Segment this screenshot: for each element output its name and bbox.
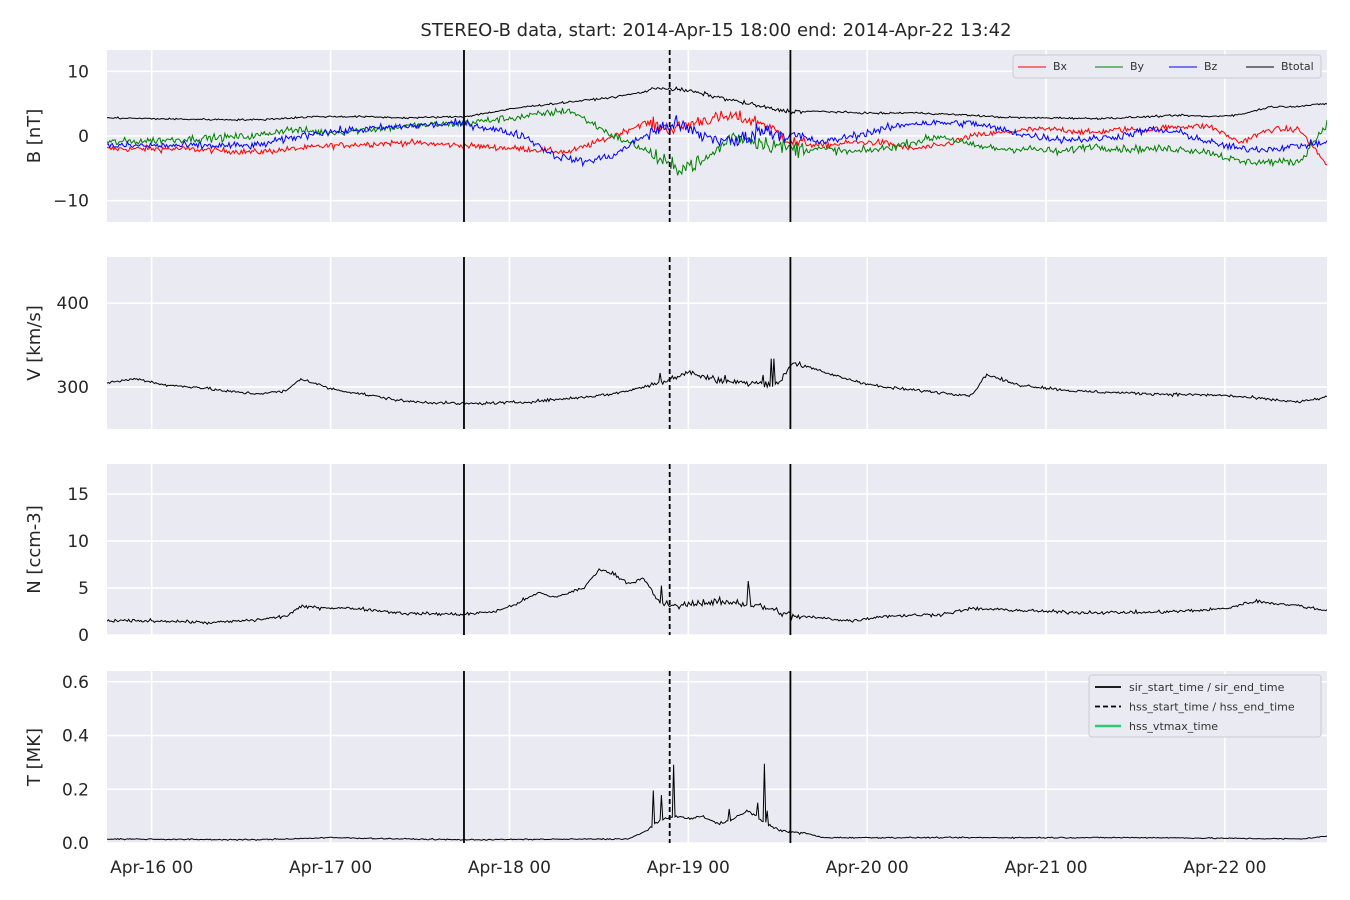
y-axis-label: B [nT] bbox=[24, 109, 45, 164]
x-tick-label: Apr-20 00 bbox=[826, 858, 909, 878]
y-axis-label: T [MK] bbox=[24, 728, 45, 787]
series-line-n bbox=[107, 568, 1327, 625]
y-tick-label: 300 bbox=[57, 378, 89, 398]
x-tick-label: Apr-17 00 bbox=[289, 858, 372, 878]
x-tick-label: Apr-16 00 bbox=[110, 858, 193, 878]
series-line-by bbox=[107, 107, 1327, 176]
y-tick-label: −10 bbox=[53, 192, 89, 212]
panels: 10 0 −10 B [nT] Bx By Bz Btotal 400 300 V [km/s] 15… bbox=[24, 50, 1327, 878]
panel-background bbox=[107, 257, 1327, 429]
y-tick-label: 10 bbox=[67, 532, 89, 552]
panel-V: 400 300 V [km/s] bbox=[24, 257, 1327, 429]
x-tick-label: Apr-18 00 bbox=[468, 858, 551, 878]
y-tick-label: 5 bbox=[78, 579, 89, 599]
panel-N: 15 10 5 0 N [ccm-3] bbox=[24, 464, 1327, 646]
series-line-bx bbox=[107, 110, 1327, 166]
series-line-btotal bbox=[107, 86, 1327, 122]
y-tick-label: 15 bbox=[67, 485, 89, 505]
y-tick-label: 0.6 bbox=[62, 673, 89, 693]
y-axis-label: V [km/s] bbox=[24, 305, 45, 380]
legend-label: sir_start_time / sir_end_time bbox=[1129, 681, 1285, 694]
y-axis-label: N [ccm-3] bbox=[24, 505, 45, 594]
y-tick-label: 0.4 bbox=[62, 727, 89, 747]
legend-box bbox=[1088, 674, 1322, 738]
series-line-t bbox=[107, 763, 1327, 841]
y-tick-label: 0 bbox=[78, 127, 89, 147]
legend-label: hss_vtmax_time bbox=[1129, 720, 1218, 733]
series-line-bz bbox=[107, 115, 1327, 168]
panel-B: 10 0 −10 B [nT] Bx By Bz Btotal bbox=[24, 50, 1327, 222]
x-tick-label: Apr-19 00 bbox=[647, 858, 730, 878]
legend-label: By bbox=[1130, 60, 1145, 73]
legend-label: Bx bbox=[1053, 60, 1068, 73]
panel-background bbox=[107, 464, 1327, 635]
x-tick-label: Apr-21 00 bbox=[1004, 858, 1087, 878]
x-tick-label: Apr-22 00 bbox=[1183, 858, 1266, 878]
legend-box bbox=[1012, 54, 1322, 79]
y-tick-label: 0.2 bbox=[62, 780, 89, 800]
legend-label: hss_start_time / hss_end_time bbox=[1129, 701, 1295, 714]
chart-title: STEREO-B data, start: 2014-Apr-15 18:00 … bbox=[420, 20, 1011, 41]
y-tick-label: 0 bbox=[78, 626, 89, 646]
panel-T: 0.6 0.4 0.2 0.0 T [MK] sir_start_time / sir_e… bbox=[24, 671, 1327, 878]
y-tick-label: 400 bbox=[57, 294, 89, 314]
legend-label: Bz bbox=[1204, 60, 1218, 73]
legend-label: Btotal bbox=[1281, 60, 1314, 73]
y-tick-label: 0.0 bbox=[62, 834, 89, 854]
series-line-v bbox=[107, 358, 1327, 406]
y-tick-label: 10 bbox=[67, 62, 89, 82]
